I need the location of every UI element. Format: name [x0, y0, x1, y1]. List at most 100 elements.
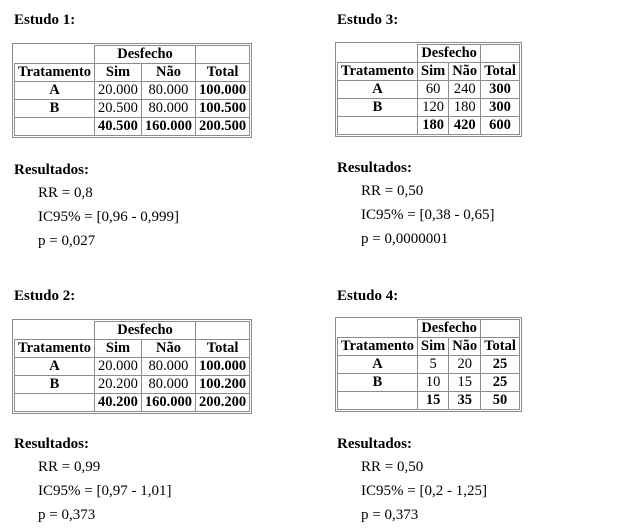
- cell: 180: [448, 98, 482, 117]
- total-cell: 35: [448, 391, 482, 410]
- cell: 100.200: [195, 375, 251, 394]
- totals-row: 15 35 50: [336, 391, 520, 410]
- result-line: RR = 0,8: [38, 185, 93, 201]
- data-row: A 20.000 80.000 100.000: [13, 81, 251, 100]
- data-table: Desfecho Tratamento Sim Não Total A 20.000 80.0…: [11, 319, 253, 414]
- cell: 25: [480, 355, 520, 374]
- cell: 100.500: [195, 99, 251, 118]
- total-cell: 40.200: [94, 393, 142, 412]
- column-header: Sim: [417, 337, 450, 356]
- cell: 300: [480, 98, 520, 117]
- column-header: Não: [448, 337, 482, 356]
- result-line: p = 0,027: [38, 233, 96, 249]
- result-line: IC95% = [0,97 - 1,01]: [38, 483, 172, 499]
- blank-cell: [480, 319, 520, 338]
- study-title: Estudo 3:: [337, 12, 399, 28]
- cell: 15: [448, 373, 482, 392]
- total-cell: 160.000: [140, 117, 197, 136]
- row-label: A: [13, 357, 96, 376]
- column-header: Tratamento: [13, 339, 96, 358]
- blank-cell: [195, 45, 251, 64]
- cell: 25: [480, 373, 520, 392]
- column-header: Sim: [94, 339, 142, 358]
- total-cell: 180: [417, 116, 450, 135]
- data-table: Desfecho Tratamento Sim Não Total A 60 240 300 B 1…: [335, 42, 522, 137]
- header-row: Tratamento Sim Não Total: [13, 63, 251, 82]
- result-line: RR = 0,50: [361, 183, 424, 199]
- blank-cell: [13, 393, 96, 412]
- blank-cell: [337, 319, 419, 338]
- result-line: p = 0,373: [38, 507, 96, 523]
- blank-cell: [337, 44, 419, 63]
- totals-row: 40.200 160.000 200.200: [13, 393, 251, 412]
- data-row: B 120 180 300: [336, 98, 520, 117]
- data-table: Desfecho Tratamento Sim Não Total A 20.000 80.0…: [11, 43, 253, 138]
- total-cell: 50: [480, 391, 520, 410]
- results-label: Resultados:: [14, 162, 90, 178]
- cell: 20.000: [94, 81, 142, 100]
- data-row: B 10 15 25: [336, 373, 520, 392]
- row-label: B: [336, 98, 419, 117]
- group-header: Desfecho: [94, 321, 197, 340]
- row-label: B: [336, 373, 419, 392]
- column-header: Não: [140, 63, 197, 82]
- row-label: B: [13, 375, 96, 394]
- data-table: Desfecho Tratamento Sim Não Total A 5 20 25 B 10 15…: [335, 317, 522, 412]
- header-row: Desfecho: [14, 321, 251, 340]
- group-header: Desfecho: [417, 44, 482, 63]
- column-header: Tratamento: [336, 337, 419, 356]
- result-line: p = 0,0000001: [361, 231, 449, 247]
- cell: 240: [448, 80, 482, 99]
- result-line: IC95% = [0,2 - 1,25]: [361, 483, 487, 499]
- result-line: RR = 0,50: [361, 459, 424, 475]
- blank-cell: [13, 117, 96, 136]
- total-cell: 40.500: [94, 117, 142, 136]
- header-row: Tratamento Sim Não Total: [336, 337, 520, 356]
- data-row: A 5 20 25: [336, 355, 520, 374]
- total-cell: 200.500: [195, 117, 251, 136]
- group-header: Desfecho: [417, 319, 482, 338]
- totals-row: 40.500 160.000 200.500: [13, 117, 251, 136]
- totals-row: 180 420 600: [336, 116, 520, 135]
- group-header: Desfecho: [94, 45, 197, 64]
- row-label: B: [13, 99, 96, 118]
- header-row: Desfecho: [14, 45, 251, 64]
- column-header: Sim: [94, 63, 142, 82]
- results-label: Resultados:: [14, 436, 90, 452]
- column-header: Tratamento: [13, 63, 96, 82]
- row-label: A: [336, 355, 419, 374]
- total-cell: 15: [417, 391, 450, 410]
- result-line: IC95% = [0,96 - 0,999]: [38, 209, 179, 225]
- cell: 100.000: [195, 357, 251, 376]
- study-title: Estudo 4:: [337, 288, 399, 304]
- study-title: Estudo 2:: [14, 288, 76, 304]
- result-line: RR = 0,99: [38, 459, 101, 475]
- header-row: Tratamento Sim Não Total: [13, 339, 251, 358]
- cell: 5: [417, 355, 450, 374]
- data-row: B 20.200 80.000 100.200: [13, 375, 251, 394]
- blank-cell: [336, 116, 419, 135]
- header-row: Desfecho: [337, 44, 520, 63]
- blank-cell: [14, 321, 96, 340]
- data-row: B 20.500 80.000 100.500: [13, 99, 251, 118]
- row-label: A: [336, 80, 419, 99]
- cell: 80.000: [140, 99, 197, 118]
- data-row: A 20.000 80.000 100.000: [13, 357, 251, 376]
- result-line: p = 0,373: [361, 507, 419, 523]
- cell: 60: [417, 80, 450, 99]
- row-label: A: [13, 81, 96, 100]
- blank-cell: [336, 391, 419, 410]
- blank-cell: [195, 321, 251, 340]
- header-row: Desfecho: [337, 319, 520, 338]
- cell: 20: [448, 355, 482, 374]
- total-cell: 420: [448, 116, 482, 135]
- blank-cell: [14, 45, 96, 64]
- total-cell: 160.000: [140, 393, 197, 412]
- cell: 80.000: [140, 357, 197, 376]
- data-row: A 60 240 300: [336, 80, 520, 99]
- cell: 300: [480, 80, 520, 99]
- column-header: Total: [195, 63, 251, 82]
- total-cell: 200.200: [195, 393, 251, 412]
- total-cell: 600: [480, 116, 520, 135]
